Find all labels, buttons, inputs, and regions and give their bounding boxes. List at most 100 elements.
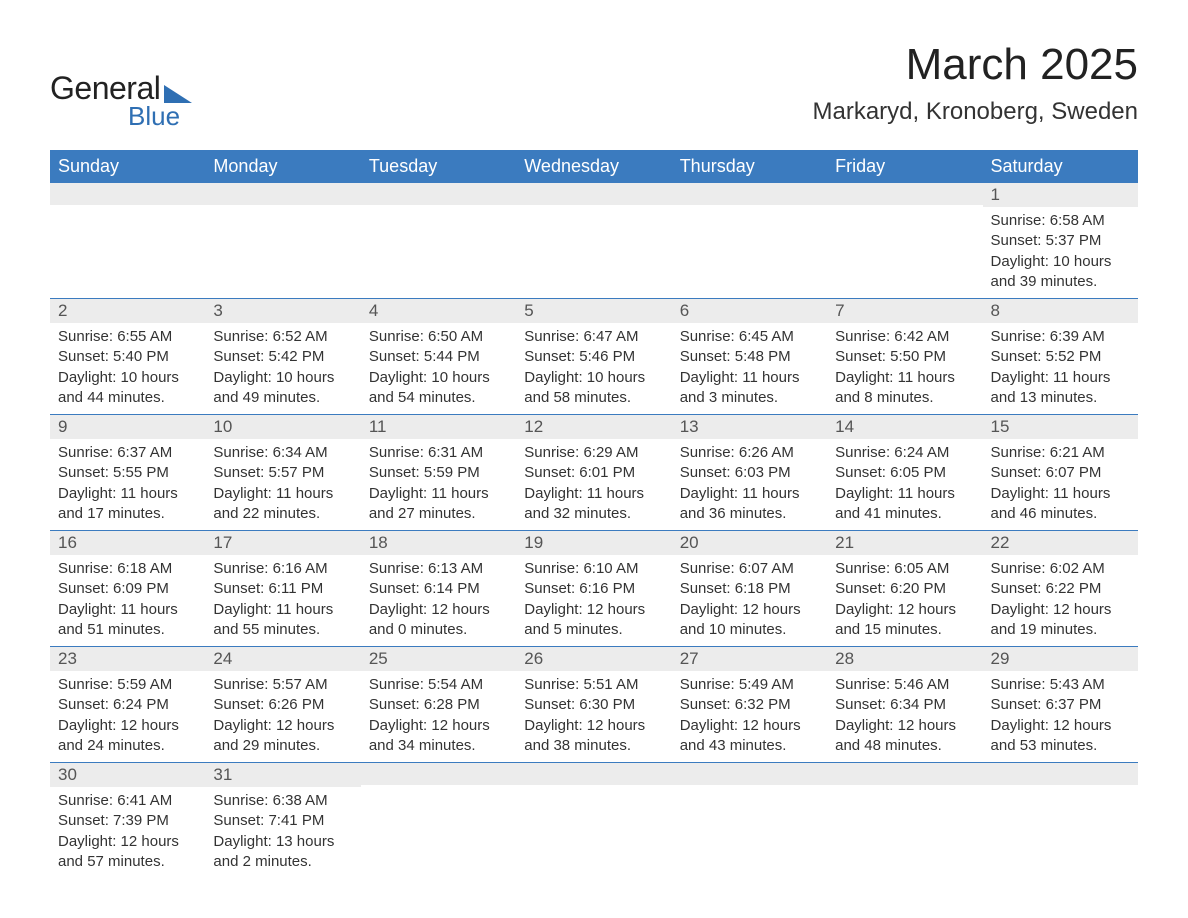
- calendar-day: 7Sunrise: 6:42 AMSunset: 5:50 PMDaylight…: [827, 299, 982, 415]
- day-data: Sunrise: 5:57 AMSunset: 6:26 PMDaylight:…: [205, 671, 360, 762]
- sunrise-line: Sunrise: 6:13 AM: [369, 559, 508, 579]
- sunrise-line: Sunrise: 6:38 AM: [213, 791, 352, 811]
- sunset-line: Sunset: 6:16 PM: [524, 579, 663, 599]
- calendar-day-empty: [361, 763, 516, 879]
- day-data: Sunrise: 6:26 AMSunset: 6:03 PMDaylight:…: [672, 439, 827, 530]
- sunrise-line: Sunrise: 6:41 AM: [58, 791, 197, 811]
- day-number: 5: [516, 299, 671, 323]
- day-number: 15: [983, 415, 1138, 439]
- calendar-week: 30 Sunrise: 6:41 AMSunset: 7:39 PMDayligh…: [50, 763, 1138, 879]
- calendar-day: 1 Sunrise: 6:58 AMSunset: 5:37 PMDaylight…: [983, 183, 1138, 299]
- day-data: Sunrise: 6:13 AMSunset: 6:14 PMDaylight:…: [361, 555, 516, 646]
- day-number: [205, 183, 360, 205]
- daylight-line: Daylight: 12 hours and 29 minutes.: [213, 716, 352, 757]
- calendar-day-empty: [672, 763, 827, 879]
- day-number: 30: [50, 763, 205, 787]
- day-data: Sunrise: 6:37 AMSunset: 5:55 PMDaylight:…: [50, 439, 205, 530]
- day-data: Sunrise: 6:07 AMSunset: 6:18 PMDaylight:…: [672, 555, 827, 646]
- day-number: 23: [50, 647, 205, 671]
- sunset-line: Sunset: 6:20 PM: [835, 579, 974, 599]
- daylight-line: Daylight: 12 hours and 10 minutes.: [680, 600, 819, 641]
- calendar-day: 15Sunrise: 6:21 AMSunset: 6:07 PMDayligh…: [983, 415, 1138, 531]
- calendar-week: 9Sunrise: 6:37 AMSunset: 5:55 PMDaylight…: [50, 415, 1138, 531]
- calendar-day: 9Sunrise: 6:37 AMSunset: 5:55 PMDaylight…: [50, 415, 205, 531]
- daylight-line: Daylight: 12 hours and 19 minutes.: [991, 600, 1130, 641]
- weekday-header: Monday: [205, 150, 360, 183]
- calendar-day: 11Sunrise: 6:31 AMSunset: 5:59 PMDayligh…: [361, 415, 516, 531]
- daylight-line: Daylight: 12 hours and 15 minutes.: [835, 600, 974, 641]
- sunset-line: Sunset: 6:26 PM: [213, 695, 352, 715]
- day-data: Sunrise: 5:59 AMSunset: 6:24 PMDaylight:…: [50, 671, 205, 762]
- sunrise-line: Sunrise: 6:21 AM: [991, 443, 1130, 463]
- day-number: 31: [205, 763, 360, 787]
- daylight-line: Daylight: 12 hours and 57 minutes.: [58, 832, 197, 873]
- calendar-day: 2Sunrise: 6:55 AMSunset: 5:40 PMDaylight…: [50, 299, 205, 415]
- day-data: Sunrise: 6:16 AMSunset: 6:11 PMDaylight:…: [205, 555, 360, 646]
- sunset-line: Sunset: 5:40 PM: [58, 347, 197, 367]
- calendar-table: SundayMondayTuesdayWednesdayThursdayFrid…: [50, 150, 1138, 878]
- daylight-line: Daylight: 11 hours and 41 minutes.: [835, 484, 974, 525]
- day-number: 29: [983, 647, 1138, 671]
- sunset-line: Sunset: 5:44 PM: [369, 347, 508, 367]
- sunrise-line: Sunrise: 6:58 AM: [991, 211, 1130, 231]
- sunrise-line: Sunrise: 6:50 AM: [369, 327, 508, 347]
- day-number: 24: [205, 647, 360, 671]
- weekday-header: Sunday: [50, 150, 205, 183]
- day-number: [983, 763, 1138, 785]
- daylight-line: Daylight: 11 hours and 17 minutes.: [58, 484, 197, 525]
- day-number: 4: [361, 299, 516, 323]
- day-number: 27: [672, 647, 827, 671]
- daylight-line: Daylight: 12 hours and 43 minutes.: [680, 716, 819, 757]
- calendar-day: 23Sunrise: 5:59 AMSunset: 6:24 PMDayligh…: [50, 647, 205, 763]
- day-number: 11: [361, 415, 516, 439]
- sunrise-line: Sunrise: 5:57 AM: [213, 675, 352, 695]
- sunrise-line: Sunrise: 6:16 AM: [213, 559, 352, 579]
- day-data: Sunrise: 6:10 AMSunset: 6:16 PMDaylight:…: [516, 555, 671, 646]
- sunset-line: Sunset: 6:03 PM: [680, 463, 819, 483]
- header-region: General Blue March 2025 Markaryd, Kronob…: [50, 40, 1138, 132]
- day-data: Sunrise: 6:45 AMSunset: 5:48 PMDaylight:…: [672, 323, 827, 414]
- calendar-day: 28Sunrise: 5:46 AMSunset: 6:34 PMDayligh…: [827, 647, 982, 763]
- sunset-line: Sunset: 7:39 PM: [58, 811, 197, 831]
- calendar-header: SundayMondayTuesdayWednesdayThursdayFrid…: [50, 150, 1138, 183]
- day-number: 1: [983, 183, 1138, 207]
- day-data: [827, 205, 982, 289]
- daylight-line: Daylight: 10 hours and 39 minutes.: [991, 252, 1130, 293]
- sunrise-line: Sunrise: 6:34 AM: [213, 443, 352, 463]
- sunset-line: Sunset: 5:37 PM: [991, 231, 1130, 251]
- day-data: Sunrise: 6:18 AMSunset: 6:09 PMDaylight:…: [50, 555, 205, 646]
- day-data: [516, 205, 671, 289]
- calendar-day-empty: [827, 183, 982, 299]
- calendar-day: 3Sunrise: 6:52 AMSunset: 5:42 PMDaylight…: [205, 299, 360, 415]
- daylight-line: Daylight: 11 hours and 8 minutes.: [835, 368, 974, 409]
- sunset-line: Sunset: 6:01 PM: [524, 463, 663, 483]
- sunrise-line: Sunrise: 6:29 AM: [524, 443, 663, 463]
- day-data: Sunrise: 6:05 AMSunset: 6:20 PMDaylight:…: [827, 555, 982, 646]
- day-data: [50, 205, 205, 289]
- sunset-line: Sunset: 5:52 PM: [991, 347, 1130, 367]
- daylight-line: Daylight: 11 hours and 3 minutes.: [680, 368, 819, 409]
- day-data: Sunrise: 5:43 AMSunset: 6:37 PMDaylight:…: [983, 671, 1138, 762]
- sunrise-line: Sunrise: 5:51 AM: [524, 675, 663, 695]
- sunrise-line: Sunrise: 6:10 AM: [524, 559, 663, 579]
- sunset-line: Sunset: 6:37 PM: [991, 695, 1130, 715]
- day-number: 25: [361, 647, 516, 671]
- day-data: Sunrise: 5:46 AMSunset: 6:34 PMDaylight:…: [827, 671, 982, 762]
- sunset-line: Sunset: 6:28 PM: [369, 695, 508, 715]
- day-number: 9: [50, 415, 205, 439]
- title-block: March 2025 Markaryd, Kronoberg, Sweden: [813, 40, 1139, 126]
- sunrise-line: Sunrise: 5:46 AM: [835, 675, 974, 695]
- weekday-header: Wednesday: [516, 150, 671, 183]
- sunset-line: Sunset: 6:24 PM: [58, 695, 197, 715]
- daylight-line: Daylight: 10 hours and 44 minutes.: [58, 368, 197, 409]
- day-number: [672, 183, 827, 205]
- daylight-line: Daylight: 10 hours and 54 minutes.: [369, 368, 508, 409]
- sunset-line: Sunset: 6:22 PM: [991, 579, 1130, 599]
- sunrise-line: Sunrise: 6:39 AM: [991, 327, 1130, 347]
- sunset-line: Sunset: 6:18 PM: [680, 579, 819, 599]
- calendar-day-empty: [672, 183, 827, 299]
- day-number: 16: [50, 531, 205, 555]
- calendar-day: 13Sunrise: 6:26 AMSunset: 6:03 PMDayligh…: [672, 415, 827, 531]
- calendar-day-empty: [983, 763, 1138, 879]
- day-data: Sunrise: 6:02 AMSunset: 6:22 PMDaylight:…: [983, 555, 1138, 646]
